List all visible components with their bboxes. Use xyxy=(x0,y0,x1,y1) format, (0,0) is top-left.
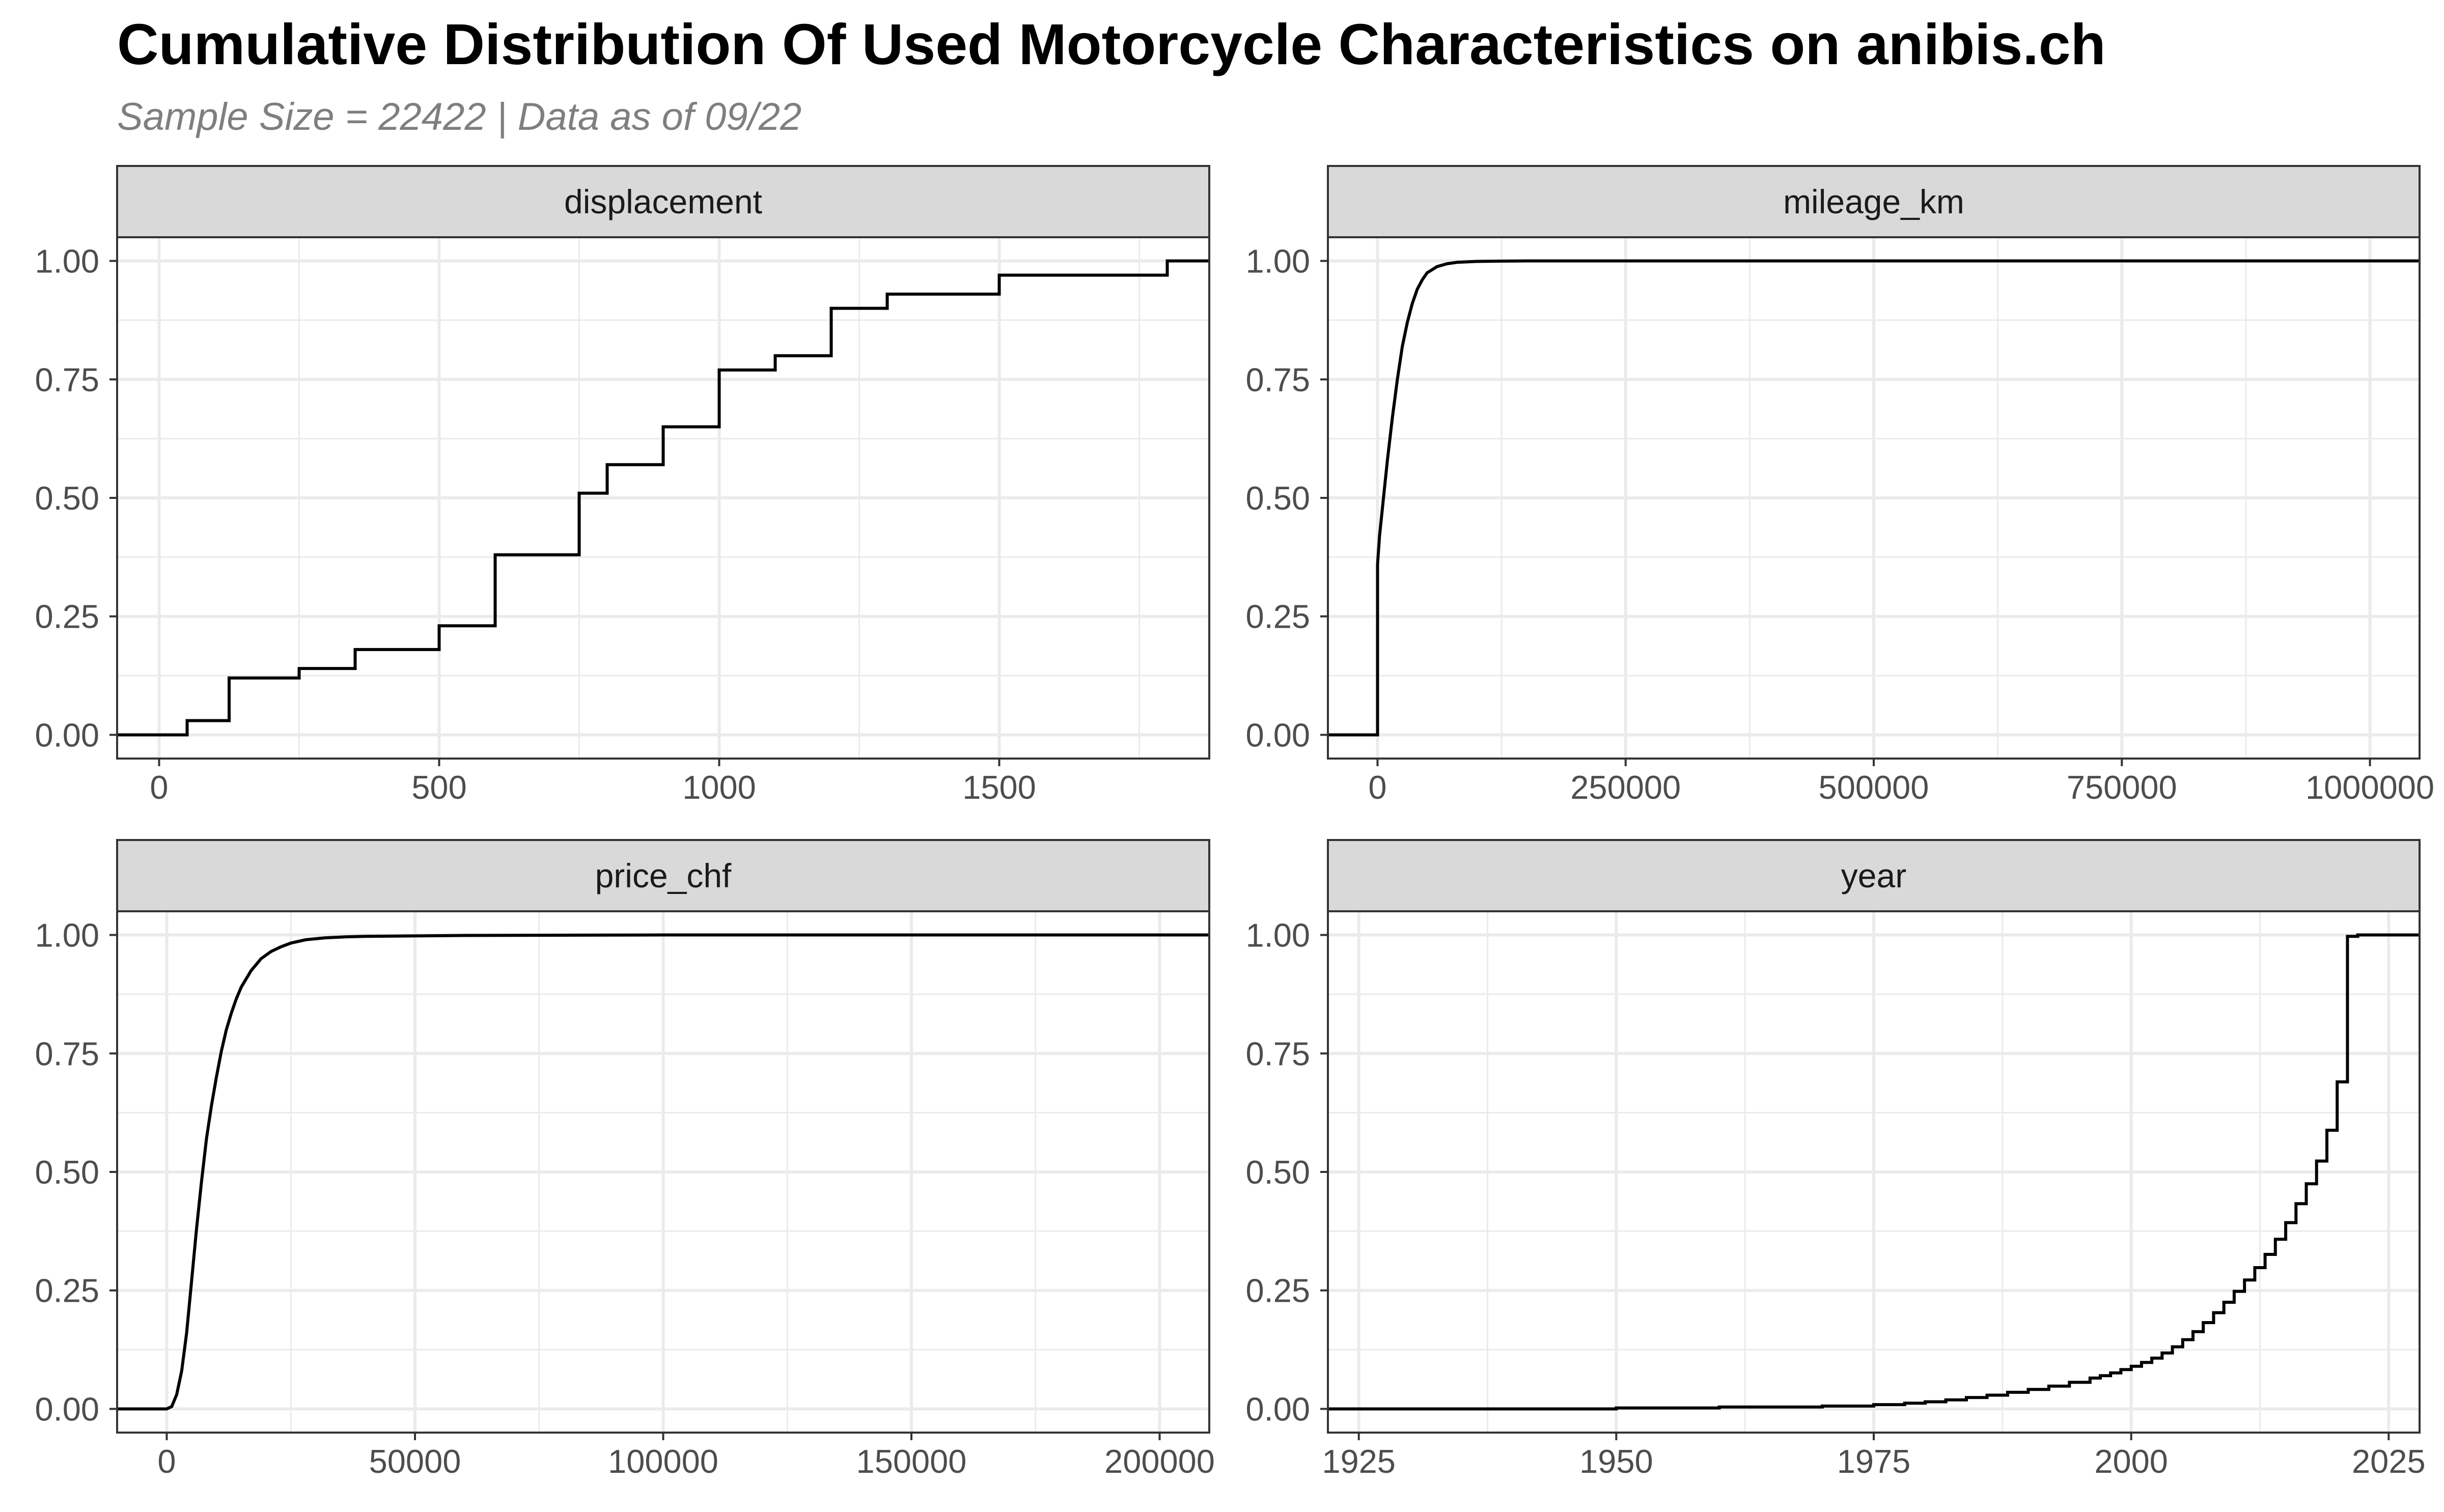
facet-strip xyxy=(116,839,1210,912)
y-tick-label: 0.25 xyxy=(35,598,99,635)
chart-subtitle: Sample Size = 22422 | Data as of 09/22 xyxy=(117,95,802,138)
y-tick-label: 0.50 xyxy=(35,480,99,517)
y-tick-label: 0.00 xyxy=(1245,1390,1310,1427)
y-tick-label: 1.00 xyxy=(1245,243,1310,280)
ecdf-line-displacement xyxy=(117,259,1209,737)
ecdf-line-price_chf xyxy=(117,933,1209,1411)
x-tick-label: 200000 xyxy=(1104,1443,1215,1480)
x-tick-label: 1950 xyxy=(1579,1443,1653,1480)
x-tick-label: 1975 xyxy=(1837,1443,1911,1480)
y-tick-label: 0.25 xyxy=(35,1272,99,1309)
y-tick-label: 1.00 xyxy=(35,243,99,280)
x-tick-label: 150000 xyxy=(856,1443,967,1480)
y-tick-label: 0.75 xyxy=(1245,1035,1310,1072)
x-tick-label: 500 xyxy=(411,769,466,806)
y-tick-label: 0.75 xyxy=(1245,361,1310,398)
x-tick-label: 1000000 xyxy=(2306,769,2434,806)
y-tick-label: 1.00 xyxy=(1245,917,1310,954)
x-tick-label: 1500 xyxy=(962,769,1036,806)
y-tick-label: 0.75 xyxy=(35,1035,99,1072)
chart-title: Cumulative Distribution Of Used Motorcyc… xyxy=(117,12,2106,76)
x-tick-label: 100000 xyxy=(608,1443,718,1480)
x-tick-label: 2000 xyxy=(2094,1443,2168,1480)
y-tick-label: 1.00 xyxy=(35,917,99,954)
y-tick-label: 0.00 xyxy=(35,1390,99,1427)
facet-strip xyxy=(1327,165,2421,238)
y-tick-label: 0.00 xyxy=(35,716,99,753)
x-tick-label: 0 xyxy=(1368,769,1386,806)
x-tick-label: 250000 xyxy=(1570,769,1681,806)
x-tick-label: 2025 xyxy=(2352,1443,2426,1480)
x-tick-label: 500000 xyxy=(1819,769,1929,806)
x-tick-label: 1925 xyxy=(1322,1443,1396,1480)
ecdf-line-year xyxy=(1328,933,2420,1411)
x-tick-label: 50000 xyxy=(369,1443,461,1480)
y-tick-label: 0.50 xyxy=(1245,480,1310,517)
y-tick-label: 0.50 xyxy=(35,1154,99,1191)
x-tick-label: 1000 xyxy=(682,769,756,806)
y-tick-label: 0.25 xyxy=(1245,1272,1310,1309)
x-tick-label: 750000 xyxy=(2067,769,2177,806)
x-tick-label: 0 xyxy=(157,1443,176,1480)
x-tick-label: 0 xyxy=(150,769,168,806)
facet-strip xyxy=(1327,839,2421,912)
y-tick-label: 0.75 xyxy=(35,361,99,398)
facet-strip-label: mileage_km xyxy=(1783,183,1964,220)
facet-strip-label: displacement xyxy=(564,183,762,220)
y-tick-label: 0.00 xyxy=(1245,716,1310,753)
facet-strip-label: year xyxy=(1841,857,1906,894)
facet-strip xyxy=(116,165,1210,238)
y-tick-label: 0.25 xyxy=(1245,598,1310,635)
ecdf-line-mileage_km xyxy=(1328,259,2420,737)
facet-strip-label: price_chf xyxy=(595,857,732,894)
y-tick-label: 0.50 xyxy=(1245,1154,1310,1191)
